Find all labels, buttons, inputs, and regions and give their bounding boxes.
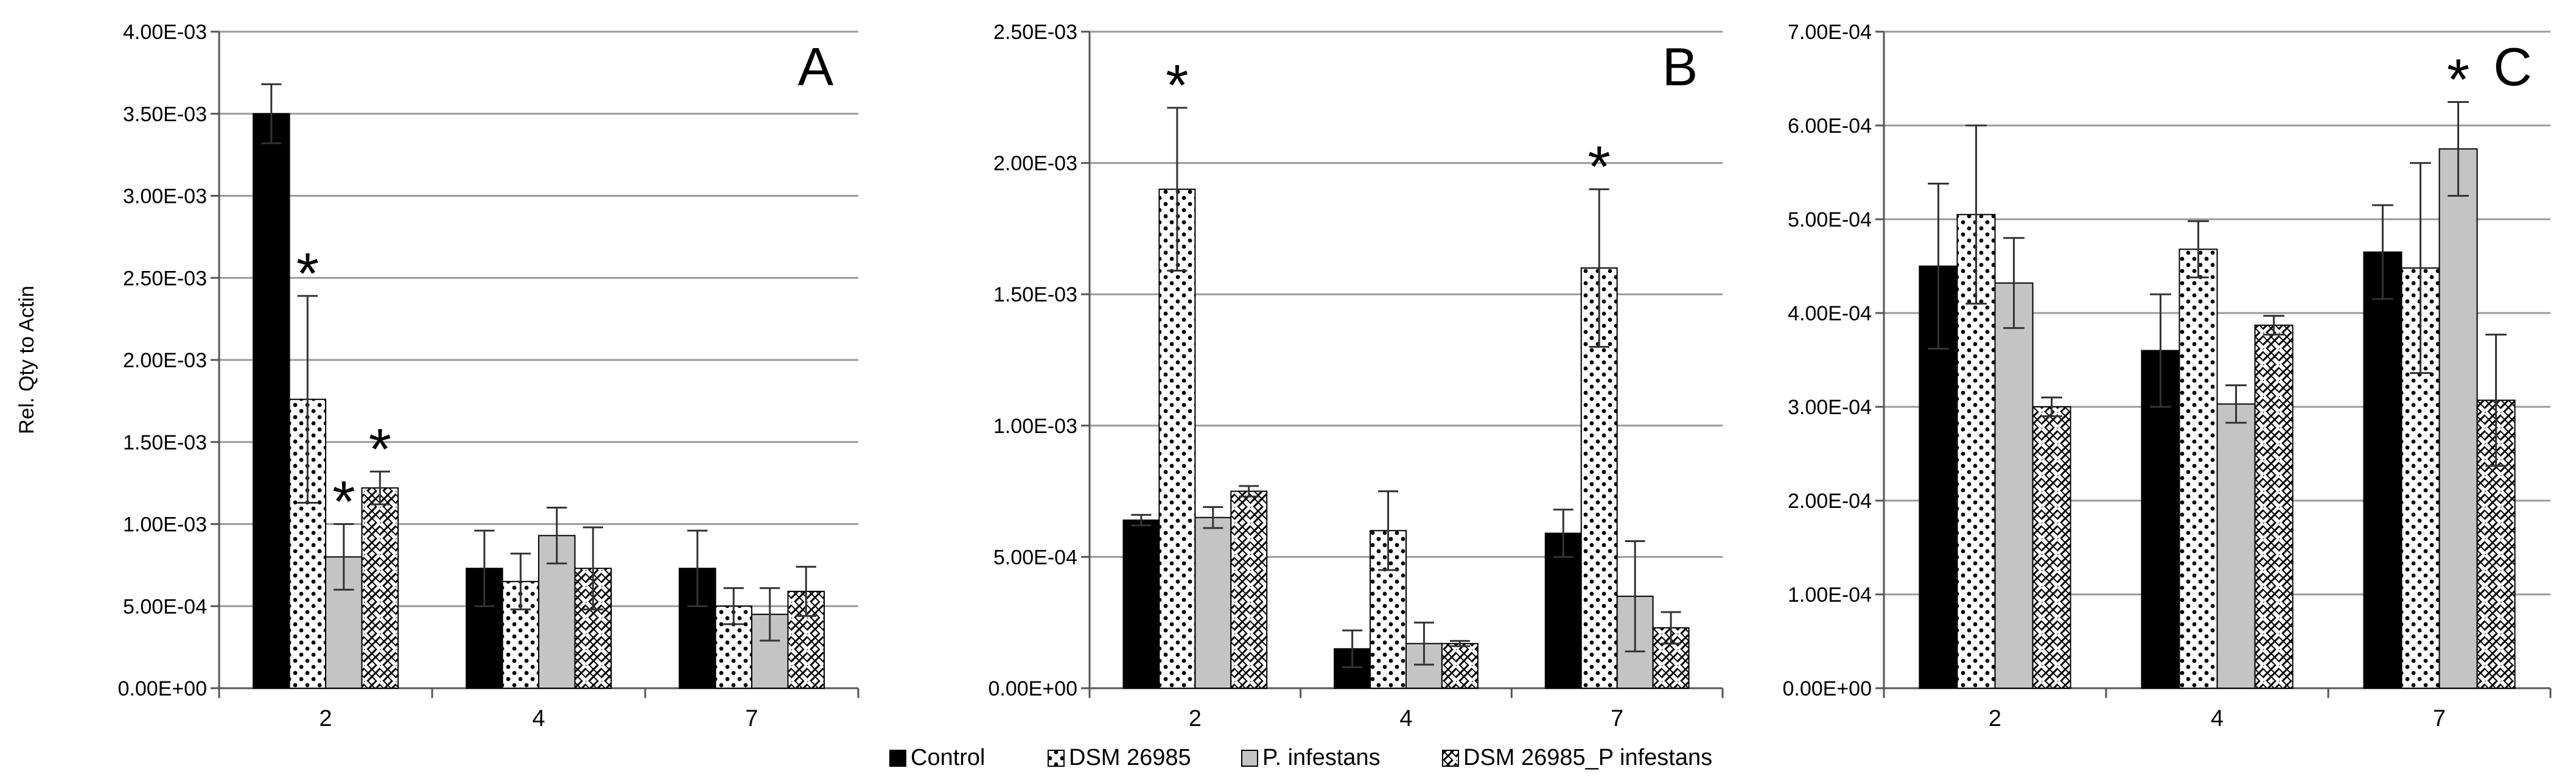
panel-c-bar-dsm-26985-p-infestans-2: [2032, 406, 2071, 689]
panel-a-ytick-label: 2.50E-03: [123, 267, 207, 290]
chart-panel-b: 0.00E+00 5.00E-04 1.00E-03 1.50E-03 2.00E-03…: [988, 21, 1724, 731]
panel-b-ytick-label: 1.00E-03: [993, 415, 1077, 438]
panel-a-category-label: 2: [319, 706, 332, 731]
panel-a-ytick-label: 3.00E-03: [123, 185, 207, 208]
panel-b-ytick-label: 1.50E-03: [993, 283, 1077, 306]
legend-swatch-dsm-26985-p-infestans: [1442, 750, 1459, 767]
panel-b-bar-dsm-26985-p-infestans-2: [1230, 490, 1268, 689]
chart-panel-c: 0.00E+00 1.00E-04 2.00E-04 3.00E-04 4.00E-04…: [1782, 21, 2552, 731]
panel-b-bar-dsm-26985-p-infestans-4: [1441, 643, 1479, 689]
panel-b-ytick-label: 0.00E+00: [988, 677, 1077, 700]
panel-a-significance-marker: *: [296, 241, 319, 306]
panel-c-ytick-label: 2.00E-04: [1788, 490, 1872, 513]
panel-c-bar-control-7: [2363, 251, 2403, 689]
panel-c-category-label: 4: [2211, 706, 2224, 731]
panel-a-category-label: 7: [745, 706, 758, 731]
panel-c-category-label: 7: [2433, 706, 2446, 731]
legend-label-dsm-26985: DSM 26985: [1069, 745, 1191, 770]
panel-b-category-label: 7: [1611, 706, 1623, 731]
panel-b-letter: B: [1662, 37, 1698, 97]
panel-c-category-label: 2: [1989, 706, 2001, 731]
panel-b-significance-marker: *: [1588, 135, 1611, 200]
legend-swatch-dsm-26985: [1048, 750, 1065, 767]
panel-c-bar-dsm-26985-4: [2179, 248, 2218, 689]
panel-a-significance-marker: *: [332, 470, 355, 535]
panel-a-category-label: 4: [532, 706, 545, 731]
panel-c-significance-marker: *: [2447, 48, 2469, 113]
panel-c-ytick-label: 5.00E-04: [1788, 208, 1872, 231]
panel-b-ytick-label: 2.50E-03: [993, 21, 1077, 44]
panel-b-ytick-label: 5.00E-04: [993, 546, 1077, 569]
chart-panel-a: 0.00E+00 5.00E-04 1.00E-03 1.50E-03 2.00E-03…: [15, 21, 859, 731]
panel-b-category-label: 4: [1399, 706, 1412, 731]
panel-b-significance-marker: *: [1166, 53, 1188, 118]
panel-c-bar-dsm-26985-p-infestans-4: [2254, 325, 2294, 689]
panel-b-ytick-label: 2.00E-03: [993, 152, 1077, 175]
legend: Control DSM 26985 P. infestans DSM 26985…: [889, 745, 1712, 770]
panel-c-ytick-label: 7.00E-04: [1788, 21, 1872, 44]
panel-a-ytick-label: 2.00E-03: [123, 349, 207, 372]
panel-b-bar-p-infestans-2: [1194, 516, 1232, 689]
panel-c-ytick-label: 1.00E-04: [1788, 583, 1872, 607]
legend-label-control: Control: [911, 745, 985, 770]
panel-c-bar-p-infestans-7: [2438, 148, 2478, 689]
panel-a-ytick-label: 1.50E-03: [123, 431, 207, 454]
legend-label-p-infestans: P. infestans: [1262, 745, 1381, 770]
panel-a-y-axis-label: Rel. Qty to Actin: [15, 286, 38, 434]
panel-a-ytick-label: 0.00E+00: [117, 677, 207, 700]
legend-swatch-control: [889, 750, 906, 767]
legend-swatch-p-infestans: [1241, 750, 1258, 767]
panel-c-ytick-label: 0.00E+00: [1782, 677, 1872, 700]
panel-a-ytick-label: 4.00E-03: [123, 21, 207, 44]
panel-b-category-label: 2: [1189, 706, 1202, 731]
panel-c-letter: C: [2493, 37, 2532, 97]
panel-a-ytick-label: 3.50E-03: [123, 103, 207, 126]
panel-b-bar-control-2: [1122, 520, 1160, 689]
panel-c-ytick-label: 4.00E-04: [1788, 302, 1872, 325]
panel-c-bar-p-infestans-2: [1994, 282, 2034, 689]
legend-label-dsm-26985-p-infestans: DSM 26985_P infestans: [1463, 745, 1712, 770]
panel-c-bar-p-infestans-4: [2216, 403, 2256, 689]
panel-b-bar-dsm-26985-2: [1158, 188, 1196, 689]
panel-a-letter: A: [798, 37, 834, 97]
panel-a-bar-dsm-26985-p-infestans-2: [361, 487, 399, 689]
panel-c-ytick-label: 3.00E-04: [1788, 396, 1872, 419]
panel-c-ytick-label: 6.00E-04: [1788, 114, 1872, 138]
panel-a-ytick-label: 1.00E-03: [123, 513, 207, 537]
panel-a-significance-marker: *: [369, 417, 391, 482]
panel-a-bar-control-2: [253, 113, 290, 689]
panel-a-ytick-label: 5.00E-04: [123, 595, 207, 618]
